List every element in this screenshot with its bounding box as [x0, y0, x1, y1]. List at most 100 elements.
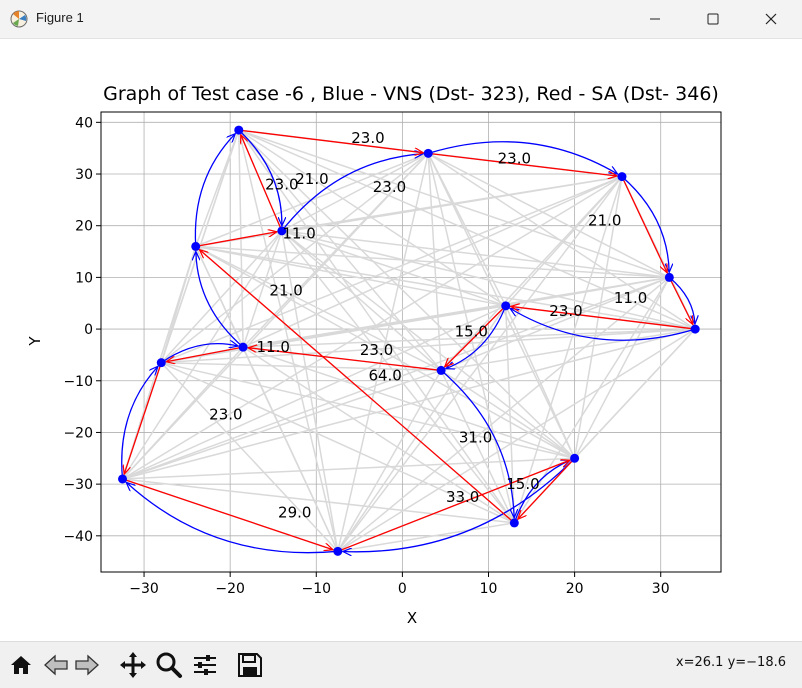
sa-edge — [445, 305, 507, 367]
graph-edge — [427, 152, 670, 279]
graph-edge — [195, 245, 442, 372]
graph-edge — [281, 230, 670, 279]
graph-edge — [242, 346, 339, 552]
forward-icon — [75, 654, 99, 676]
matplotlib-logo-icon — [10, 10, 28, 28]
graph-edge — [505, 305, 576, 459]
save-button[interactable] — [235, 650, 265, 680]
edge-weight-label: 21.0 — [295, 170, 328, 188]
sa-edge — [195, 232, 277, 248]
y-tick-label: 0 — [84, 322, 93, 338]
back-button[interactable] — [41, 650, 71, 680]
graph-edge — [513, 276, 670, 524]
graph-edge — [195, 245, 506, 307]
y-tick-label: −30 — [63, 477, 93, 493]
sa-edge — [621, 176, 667, 273]
graph-edge — [160, 361, 515, 524]
back-icon — [44, 654, 68, 676]
sa-edge — [238, 129, 423, 153]
graph-edge — [161, 361, 442, 372]
graph-edge — [122, 328, 696, 480]
graph-edge — [195, 245, 575, 459]
vns-edge — [121, 366, 158, 480]
graph-node — [277, 226, 287, 236]
figure-canvas[interactable]: Graph of Test case -6 , Blue - VNS (Dst-… — [0, 38, 802, 641]
x-tick-label: 20 — [566, 581, 584, 597]
cursor-coordinates: x=26.1 y=−18.6 — [675, 655, 786, 670]
graph-node — [509, 518, 519, 528]
x-axis-label: X — [407, 609, 417, 627]
graph-edge — [160, 362, 339, 552]
vns-edge — [621, 176, 669, 273]
graph-edge — [242, 346, 575, 460]
y-tick-label: −40 — [63, 529, 93, 545]
home-button[interactable] — [6, 650, 36, 680]
vns-edge — [194, 134, 235, 247]
graph-edge — [441, 328, 696, 372]
y-tick-label: 20 — [75, 219, 93, 235]
graph-edge — [161, 361, 575, 460]
vns-edge — [343, 457, 576, 552]
graph-node — [690, 324, 700, 334]
sa-path — [122, 129, 696, 552]
x-tick-label: −30 — [129, 581, 159, 597]
edge-weight-label: 11.0 — [614, 289, 647, 307]
edge-weight-label: 23.0 — [351, 129, 384, 147]
x-tick-label: 10 — [480, 581, 498, 597]
minimize-icon — [650, 18, 660, 20]
zoom-button[interactable] — [154, 650, 184, 680]
edge-weight-label: 15.0 — [455, 323, 488, 341]
graph-edge — [573, 277, 670, 459]
graph-node — [234, 125, 244, 135]
close-icon — [765, 13, 777, 25]
maximize-button[interactable] — [684, 0, 742, 38]
axes-frame — [100, 111, 722, 573]
graph-node — [501, 301, 511, 311]
graph-edge — [122, 457, 575, 480]
sa-edge — [124, 362, 162, 475]
sa-edge — [668, 277, 693, 324]
vns-edge — [668, 276, 695, 324]
graph-edge — [195, 245, 670, 279]
edge-weight-label: 23.0 — [265, 175, 298, 193]
graph-edge — [337, 276, 670, 552]
graph-edge — [122, 369, 442, 480]
sa-edge — [199, 250, 515, 524]
sa-edge — [337, 460, 570, 552]
x-tick-label: 30 — [652, 581, 670, 597]
graph-node — [617, 172, 627, 182]
graph-edge — [337, 522, 515, 553]
sa-edge — [518, 457, 576, 519]
edge-weight-label: 23.0 — [498, 150, 531, 168]
edge-weight-label: 21.0 — [269, 281, 302, 299]
graph-node — [333, 546, 343, 556]
navigation-toolbar: x=26.1 y=−18.6 — [0, 641, 802, 688]
sa-edge — [241, 135, 283, 232]
graph-edge — [337, 305, 507, 552]
pan-button[interactable] — [118, 650, 148, 680]
graph-edge — [161, 328, 696, 364]
close-button[interactable] — [742, 0, 800, 38]
configure-subplots-button[interactable] — [190, 650, 220, 680]
y-tick-label: 30 — [75, 167, 93, 183]
window-titlebar: Figure 1 — [0, 0, 802, 39]
graph-node — [664, 272, 674, 282]
graph-edge — [440, 370, 516, 524]
vns-edge — [428, 141, 617, 174]
forward-button[interactable] — [72, 650, 102, 680]
vns-edge — [281, 154, 423, 232]
chart-title: Graph of Test case -6 , Blue - VNS (Dst-… — [103, 83, 719, 105]
edge-weight-label: 11.0 — [282, 224, 315, 242]
graph-edge — [337, 370, 442, 552]
graph-edge — [160, 152, 429, 364]
graph-edge — [160, 175, 623, 364]
graph-edge — [281, 152, 429, 232]
graph-edge — [122, 478, 515, 524]
y-tick-label: 40 — [75, 115, 93, 131]
edge-weight-label: 15.0 — [506, 475, 539, 493]
graph-node — [436, 365, 446, 375]
vns-edge — [126, 482, 338, 554]
x-tick-label: −20 — [215, 581, 245, 597]
minimize-button[interactable] — [626, 0, 684, 38]
sa-edge — [511, 306, 696, 330]
